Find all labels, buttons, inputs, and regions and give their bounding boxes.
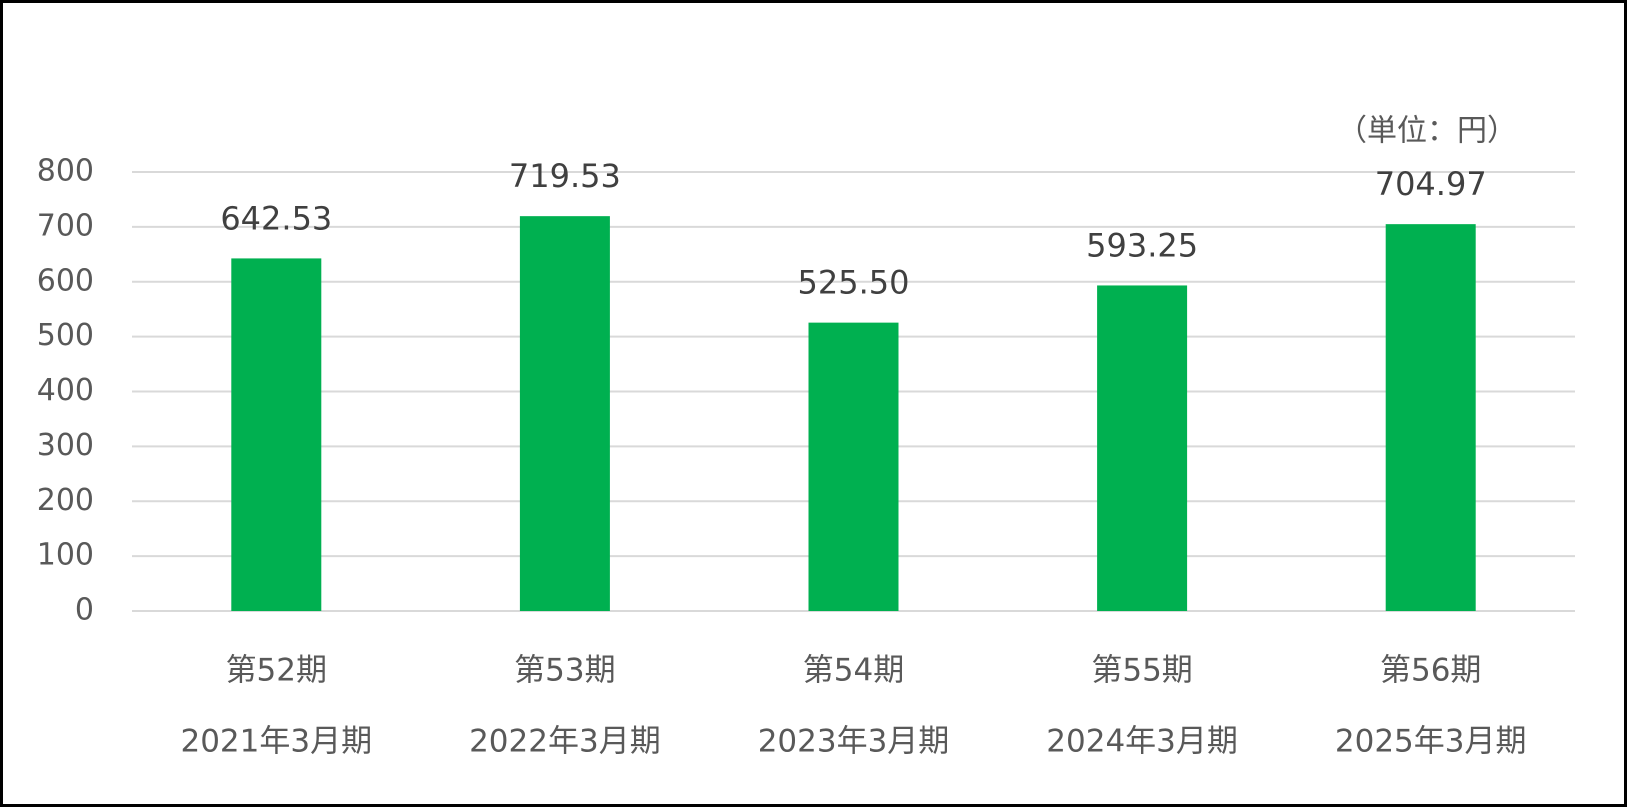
x-tick-label: 2023年3月期 [758, 724, 950, 760]
bar [231, 258, 322, 611]
value-label: 642.53 [220, 199, 332, 237]
y-tick-label: 0 [75, 593, 94, 628]
x-tick-label: 2024年3月期 [1046, 724, 1238, 760]
y-tick-label: 400 [37, 373, 94, 408]
y-tick-label: 500 [37, 318, 94, 353]
x-tick-label: 第54期 [803, 653, 904, 689]
y-tick-label: 800 [37, 154, 94, 189]
unit-note: （単位：円） [1337, 114, 1517, 149]
y-tick-label: 200 [37, 483, 94, 518]
value-label: 593.25 [1086, 226, 1198, 264]
bar [1385, 224, 1476, 611]
value-label: 719.53 [509, 157, 621, 195]
x-tick-label: 2022年3月期 [469, 724, 661, 760]
y-tick-label: 300 [37, 428, 94, 463]
x-tick-label: 第56期 [1380, 653, 1481, 689]
bar [519, 216, 610, 612]
x-tick-label: 2025年3月期 [1335, 724, 1527, 760]
x-tick-label: 第53期 [514, 653, 615, 689]
y-tick-label: 700 [37, 208, 94, 243]
x-tick-label: 第55期 [1091, 653, 1192, 689]
x-tick-label: 第52期 [226, 653, 327, 689]
bar [1097, 285, 1188, 611]
x-tick-label: 2021年3月期 [180, 724, 372, 760]
value-label: 704.97 [1375, 165, 1487, 203]
y-tick-label: 100 [37, 538, 94, 573]
y-tick-label: 600 [37, 263, 94, 298]
value-label: 525.50 [798, 264, 910, 302]
bar [808, 322, 899, 611]
